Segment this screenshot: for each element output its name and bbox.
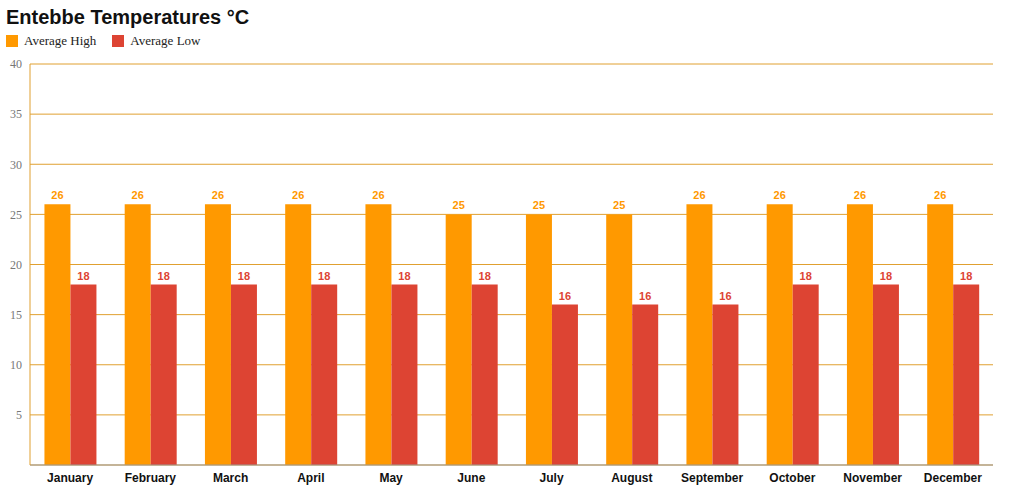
svg-text:August: August — [611, 471, 652, 485]
svg-text:26: 26 — [934, 189, 946, 201]
svg-text:December: December — [924, 471, 982, 485]
svg-text:26: 26 — [212, 189, 224, 201]
svg-text:16: 16 — [719, 290, 731, 302]
svg-text:18: 18 — [318, 270, 330, 282]
svg-text:January: January — [47, 471, 93, 485]
svg-text:26: 26 — [372, 189, 384, 201]
svg-text:July: July — [540, 471, 564, 485]
svg-text:26: 26 — [132, 189, 144, 201]
svg-text:18: 18 — [398, 270, 410, 282]
svg-text:16: 16 — [559, 290, 571, 302]
svg-text:18: 18 — [800, 270, 812, 282]
svg-text:25: 25 — [533, 199, 545, 211]
svg-text:26: 26 — [51, 189, 63, 201]
svg-text:26: 26 — [292, 189, 304, 201]
svg-text:40: 40 — [10, 57, 22, 71]
svg-text:September: September — [681, 471, 743, 485]
svg-text:5: 5 — [16, 408, 22, 422]
svg-text:15: 15 — [10, 308, 22, 322]
html-text:Entebbe Temperatures °C: Entebbe Temperatures °C — [6, 6, 250, 28]
html-text:Average Low: Average Low — [130, 33, 201, 48]
svg-text:35: 35 — [10, 107, 22, 121]
svg-text:25: 25 — [613, 199, 625, 211]
svg-text:26: 26 — [774, 189, 786, 201]
svg-text:18: 18 — [960, 270, 972, 282]
svg-text:March: March — [213, 471, 248, 485]
svg-text:June: June — [457, 471, 485, 485]
svg-text:26: 26 — [854, 189, 866, 201]
svg-text:26: 26 — [693, 189, 705, 201]
svg-text:18: 18 — [880, 270, 892, 282]
svg-text:20: 20 — [10, 258, 22, 272]
svg-text:30: 30 — [10, 158, 22, 172]
svg-text:November: November — [843, 471, 902, 485]
svg-text:18: 18 — [479, 270, 491, 282]
svg-text:May: May — [379, 471, 403, 485]
html-text:Average High: Average High — [24, 33, 97, 48]
svg-text:February: February — [125, 471, 177, 485]
svg-text:18: 18 — [158, 270, 170, 282]
svg-text:18: 18 — [238, 270, 250, 282]
svg-text:October: October — [769, 471, 815, 485]
svg-text:25: 25 — [10, 208, 22, 222]
svg-text:25: 25 — [453, 199, 465, 211]
svg-text:April: April — [297, 471, 324, 485]
svg-text:10: 10 — [10, 358, 22, 372]
svg-text:16: 16 — [639, 290, 651, 302]
svg-text:18: 18 — [77, 270, 89, 282]
